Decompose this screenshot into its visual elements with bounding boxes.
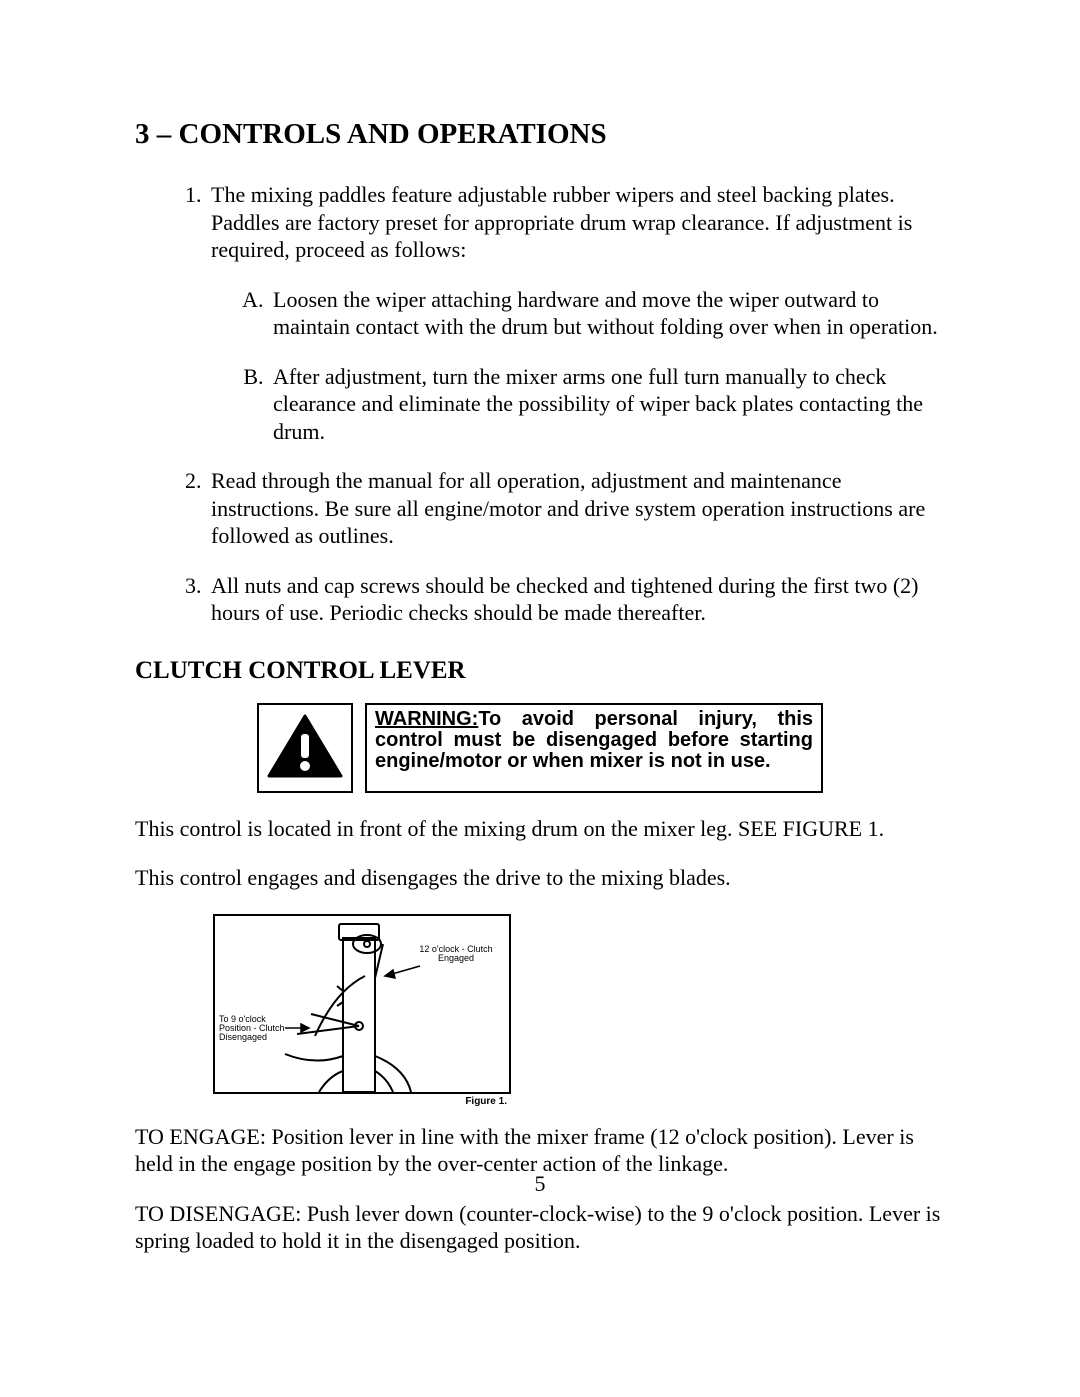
list-item: Read through the manual for all operatio… bbox=[207, 467, 945, 550]
list-item-text: Read through the manual for all operatio… bbox=[211, 468, 925, 548]
paragraph: This control is located in front of the … bbox=[135, 815, 945, 843]
paragraph: TO DISENGAGE: Push lever down (counter-c… bbox=[135, 1200, 945, 1255]
figure-container: 12 o'clock - Clutch Engaged To 9 o'clock… bbox=[213, 914, 517, 1107]
figure-label-text: Engaged bbox=[438, 953, 474, 963]
figure-1-drawing bbox=[215, 916, 509, 1092]
warning-icon-box bbox=[257, 703, 353, 793]
sub-ordered-list: Loosen the wiper attaching hardware and … bbox=[211, 286, 945, 446]
figure-wrap: 12 o'clock - Clutch Engaged To 9 o'clock… bbox=[135, 914, 945, 1107]
warning-label: WARNING: bbox=[375, 708, 478, 730]
paragraph: This control engages and disengages the … bbox=[135, 864, 945, 892]
figure-label-engaged: 12 o'clock - Clutch Engaged bbox=[411, 945, 501, 964]
sub-list-item-text: Loosen the wiper attaching hardware and … bbox=[273, 287, 938, 340]
figure-1: 12 o'clock - Clutch Engaged To 9 o'clock… bbox=[213, 914, 511, 1094]
warning-block: WARNING:To avoid personal injury, this c… bbox=[135, 703, 945, 793]
list-item: All nuts and cap screws should be checke… bbox=[207, 572, 945, 627]
warning-triangle-icon bbox=[265, 712, 345, 784]
sub-list-item: Loosen the wiper attaching hardware and … bbox=[269, 286, 945, 341]
main-ordered-list: The mixing paddles feature adjustable ru… bbox=[135, 181, 945, 627]
list-item-text: The mixing paddles feature adjustable ru… bbox=[211, 182, 912, 262]
paragraph: TO ENGAGE: Position lever in line with t… bbox=[135, 1123, 945, 1178]
subsection-heading: CLUTCH CONTROL LEVER bbox=[135, 657, 945, 685]
page: 3 – CONTROLS AND OPERATIONS The mixing p… bbox=[0, 0, 1080, 1397]
figure-label-text: Disengaged bbox=[219, 1032, 267, 1042]
sub-list-item-text: After adjustment, turn the mixer arms on… bbox=[273, 364, 923, 444]
figure-caption: Figure 1. bbox=[213, 1096, 517, 1107]
sub-list-item: After adjustment, turn the mixer arms on… bbox=[269, 363, 945, 446]
list-item: The mixing paddles feature adjustable ru… bbox=[207, 181, 945, 445]
section-heading: 3 – CONTROLS AND OPERATIONS bbox=[135, 118, 945, 151]
page-number: 5 bbox=[0, 1171, 1080, 1197]
list-item-text: All nuts and cap screws should be checke… bbox=[211, 573, 918, 626]
figure-label-disengaged: To 9 o'clock Position - Clutch Disengage… bbox=[219, 1015, 291, 1043]
warning-text-box: WARNING:To avoid personal injury, this c… bbox=[365, 703, 823, 793]
